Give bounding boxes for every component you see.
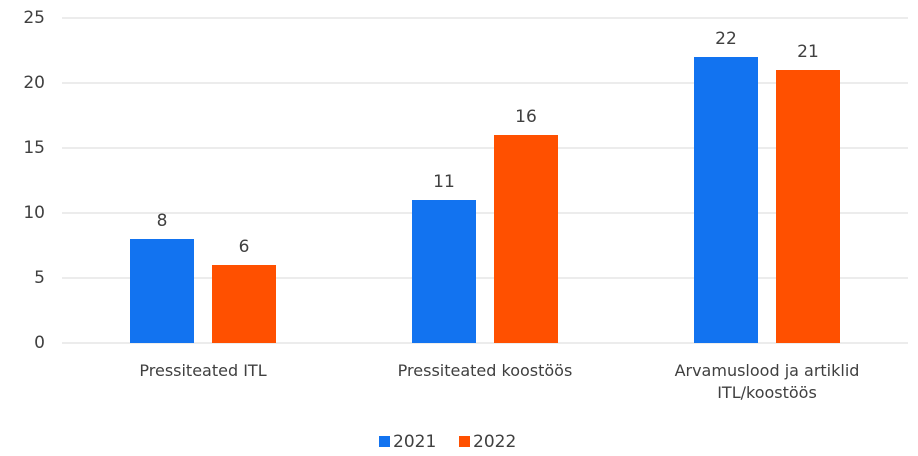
legend-swatch (379, 436, 390, 447)
bar (494, 135, 558, 343)
data-label: 6 (239, 237, 250, 257)
bar (776, 70, 840, 343)
y-tick-label: 5 (34, 268, 45, 288)
data-label: 21 (797, 42, 819, 62)
y-tick-label: 15 (23, 138, 45, 158)
y-tick-label: 20 (23, 73, 45, 93)
data-label: 8 (157, 211, 168, 231)
x-tick-label: Arvamuslood ja artiklid ITL/koostöös (674, 361, 860, 402)
bar (130, 239, 194, 343)
y-tick-label: 10 (23, 203, 45, 223)
data-label: 16 (515, 107, 537, 127)
legend-swatch (459, 436, 470, 447)
y-tick-label: 25 (23, 8, 45, 28)
x-tick-label: Pressiteated koostöös (397, 361, 573, 380)
legend-label: 2022 (473, 432, 516, 452)
data-label: 22 (715, 29, 737, 49)
legend-label: 2021 (393, 432, 436, 452)
bar (212, 265, 276, 343)
x-tick-label: Pressiteated ITL (139, 361, 267, 380)
y-tick-label: 0 (34, 333, 45, 353)
bar (694, 57, 758, 343)
bar (412, 200, 476, 343)
data-label: 11 (433, 172, 455, 192)
